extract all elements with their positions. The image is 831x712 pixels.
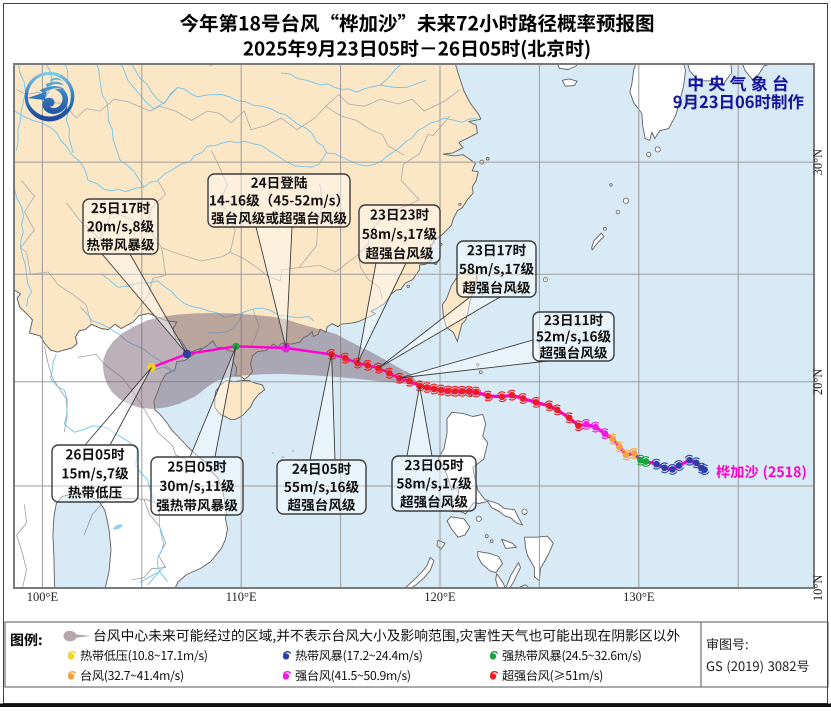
svg-text:130°E: 130°E bbox=[623, 590, 655, 604]
svg-text:100°E: 100°E bbox=[27, 590, 59, 604]
svg-text:10°N: 10°N bbox=[811, 575, 825, 602]
svg-text:20°N: 20°N bbox=[811, 369, 825, 396]
svg-text:30°N: 30°N bbox=[811, 149, 825, 176]
svg-text:110°E: 110°E bbox=[226, 590, 257, 604]
svg-text:120°E: 120°E bbox=[424, 590, 456, 604]
